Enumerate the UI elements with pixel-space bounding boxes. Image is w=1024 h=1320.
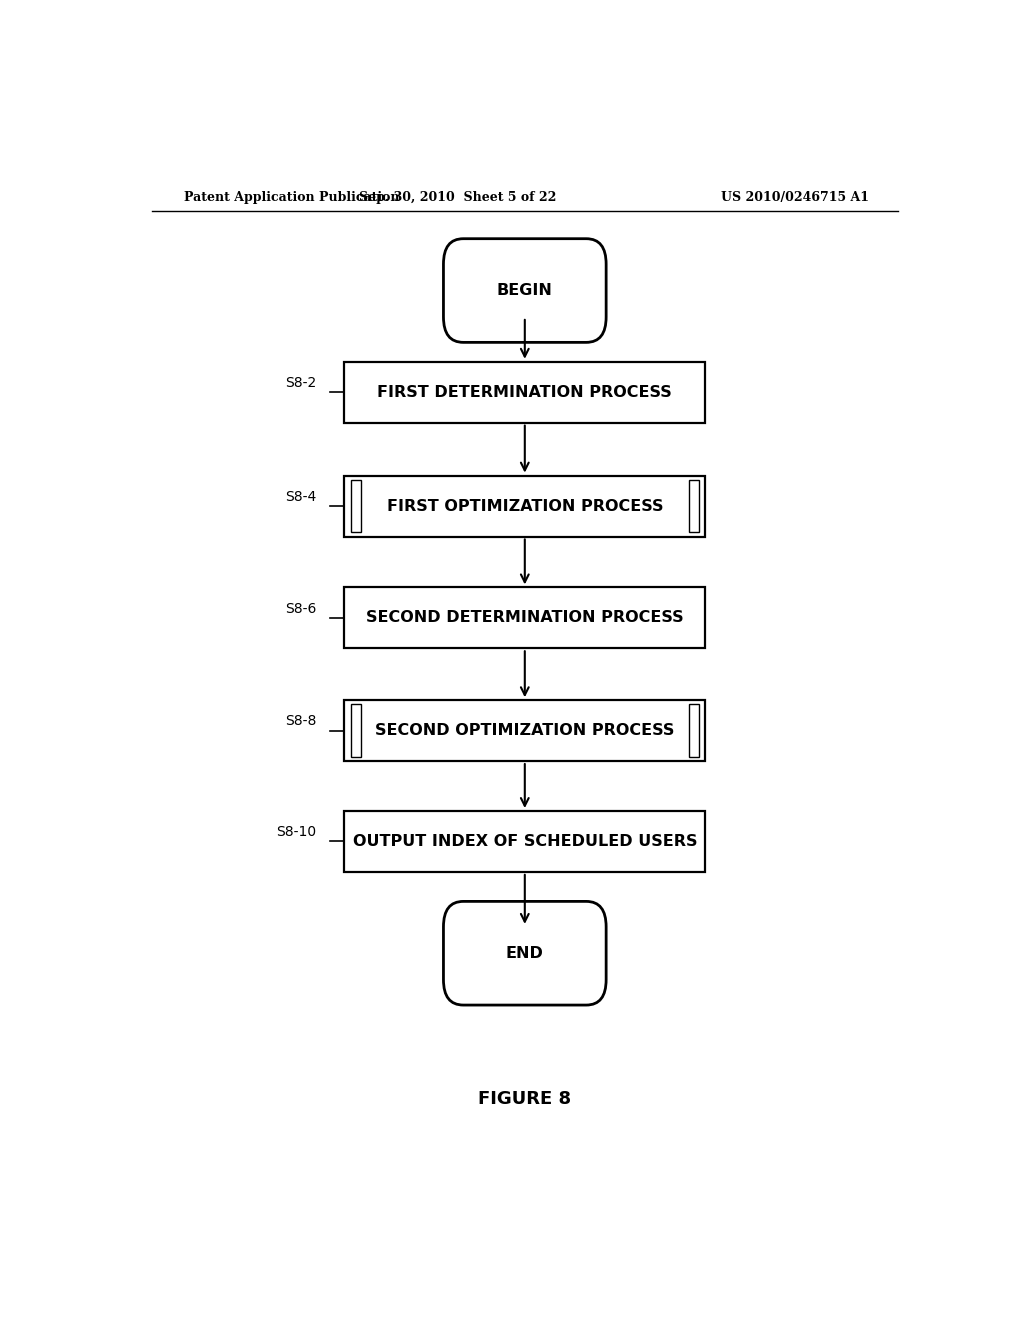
Bar (350, 479, 360, 532)
Text: S8-2: S8-2 (286, 376, 316, 389)
Bar (344, 810, 706, 873)
Text: FIRST OPTIMIZATION PROCESS: FIRST OPTIMIZATION PROCESS (386, 499, 664, 513)
Bar (689, 704, 699, 758)
Text: S8-10: S8-10 (276, 825, 316, 840)
Text: FIGURE 8: FIGURE 8 (478, 1089, 571, 1107)
Bar (689, 479, 699, 532)
FancyBboxPatch shape (443, 239, 606, 342)
Text: S8-6: S8-6 (285, 602, 316, 615)
Text: S8-4: S8-4 (286, 490, 316, 504)
Text: US 2010/0246715 A1: US 2010/0246715 A1 (721, 190, 868, 203)
Text: Patent Application Publication: Patent Application Publication (183, 190, 399, 203)
Text: SECOND DETERMINATION PROCESS: SECOND DETERMINATION PROCESS (366, 610, 684, 626)
Text: BEGIN: BEGIN (497, 282, 553, 298)
Text: FIRST DETERMINATION PROCESS: FIRST DETERMINATION PROCESS (378, 384, 672, 400)
Text: Sep. 30, 2010  Sheet 5 of 22: Sep. 30, 2010 Sheet 5 of 22 (358, 190, 556, 203)
Bar (344, 700, 706, 762)
Text: S8-8: S8-8 (285, 714, 316, 729)
Text: END: END (506, 945, 544, 961)
Bar (344, 475, 706, 536)
Text: OUTPUT INDEX OF SCHEDULED USERS: OUTPUT INDEX OF SCHEDULED USERS (352, 834, 697, 849)
Bar (344, 362, 706, 422)
Bar (344, 587, 706, 648)
Text: SECOND OPTIMIZATION PROCESS: SECOND OPTIMIZATION PROCESS (375, 723, 675, 738)
Bar (350, 704, 360, 758)
FancyBboxPatch shape (443, 902, 606, 1005)
